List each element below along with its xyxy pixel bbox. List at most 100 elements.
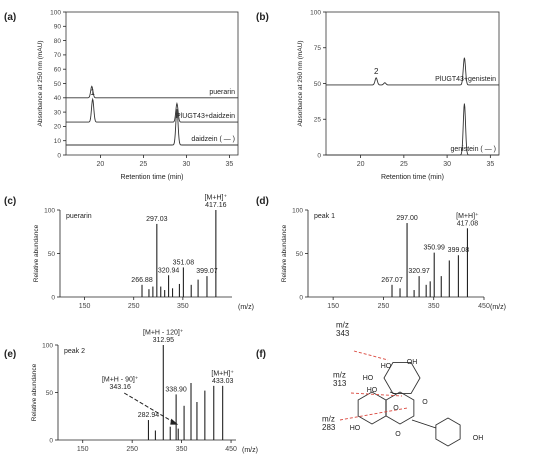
ring-a [357, 391, 387, 425]
fragment-cleavage [353, 350, 389, 361]
y-tick-label: 100 [292, 207, 303, 214]
bond-bc [411, 419, 437, 429]
panel-label-c: (c) [4, 196, 16, 207]
y-tick-label: 0 [51, 294, 55, 301]
y-tick-label: 50 [46, 390, 54, 397]
panel-label-b: (b) [256, 12, 269, 23]
peak-annotation: 282.94 [138, 412, 160, 419]
y-axis-label: Absorbance at 250 nm (mAU) [37, 41, 44, 127]
spectrum-title: peak 1 [314, 213, 335, 220]
x-tick-label: 350 [176, 446, 188, 453]
y-tick-label: 90 [54, 24, 62, 31]
x-tick-label: 250 [126, 446, 138, 453]
trace-a-1 [66, 97, 238, 123]
fragment-label: m/z 313 [333, 371, 347, 388]
peak-annotation: 297.03 [146, 216, 168, 223]
y-tick-label: 10 [54, 138, 62, 145]
spectrum-e: 0 50 100 150 250 350 450 (m/z) Relative abundanc… [31, 329, 258, 454]
atom-label: HO [367, 387, 378, 394]
y-tick-label: 25 [314, 117, 322, 124]
trace-b-0 [326, 57, 499, 86]
peak-annotation: 399.08 [448, 247, 470, 254]
x-tick-label: 35 [226, 161, 234, 168]
y-axis-label: Relative abundance [31, 363, 38, 421]
y-tick-label: 75 [314, 45, 322, 52]
x-tick-label: 35 [486, 161, 494, 168]
x-tick-label: 25 [400, 161, 408, 168]
x-tick-label: 450 [478, 303, 490, 310]
y-tick-label: 60 [54, 67, 62, 74]
spectrum-title: peak 2 [64, 348, 85, 355]
bond-glu [389, 391, 397, 395]
y-tick-label: 0 [57, 152, 61, 159]
fragment-annotation: [M+H - 90]⁺ 343.16 [102, 376, 139, 391]
peak-annotation: [M+H]⁺ 417.08 [456, 212, 479, 227]
x-axis-label: Retention time (min) [381, 174, 444, 181]
peak-annotation: [M+H]⁺ 433.03 [211, 370, 234, 385]
y-tick-label: 40 [54, 95, 62, 102]
y-tick-label: 100 [310, 9, 321, 16]
atom-label: O [395, 431, 401, 438]
y-tick-label: 20 [54, 124, 62, 131]
y-axis-label: Absorbance at 260 nm (mAU) [297, 41, 304, 127]
peak-annotation: 338.90 [165, 386, 187, 393]
x-tick-label: 250 [128, 303, 140, 310]
y-tick-label: 100 [44, 207, 55, 214]
y-tick-label: 0 [317, 152, 321, 159]
y-axis-label: Relative abundance [281, 224, 288, 282]
trace-label: PlUGT43+genistein [435, 76, 496, 83]
peak-annotation: 350.99 [424, 245, 446, 252]
fragment-cleavage [350, 392, 403, 397]
atom-label: O [422, 399, 428, 406]
x-tick-label: 30 [443, 161, 451, 168]
trace-label: PlUGT43+daidzein [176, 113, 235, 120]
x-axis-label: (m/z) [238, 304, 254, 311]
chromatogram-a: 0 10 20 30 40 50 60 70 80 90 100 20 25 30 35 Retention … [37, 9, 239, 181]
atom-label: HO [381, 363, 392, 370]
plot-frame [325, 11, 500, 156]
y-tick-label: 100 [42, 342, 53, 349]
y-tick-label: 50 [54, 81, 62, 88]
y-axis-label: Relative abundance [33, 224, 40, 282]
atom-label: OH [407, 359, 418, 366]
peak-annotation: 320.94 [158, 267, 180, 274]
y-tick-label: 30 [54, 109, 62, 116]
y-tick-label: 80 [54, 38, 62, 45]
fragment-label: m/z 283 [322, 415, 336, 432]
y-tick-label: 50 [48, 251, 56, 258]
spectrum-c: 0 50 100 150 250 350 (m/z) Relative abundance pu… [33, 194, 254, 311]
atom-label: HO [350, 425, 361, 432]
x-tick-label: 350 [177, 303, 189, 310]
x-axis-label: Retention time (min) [120, 174, 183, 181]
x-tick-label: 450 [225, 446, 237, 453]
peak-label: 1 [90, 88, 95, 97]
arrow-head [170, 418, 179, 425]
chromatogram-b: 0 25 50 75 100 20 25 30 35 Retention time (min) Ab… [297, 9, 500, 181]
ring-c [385, 391, 415, 425]
y-tick-label: 0 [49, 437, 53, 444]
x-tick-label: 150 [77, 446, 89, 453]
x-axis-label: (m/z) [242, 447, 258, 454]
glucose-ring [383, 361, 421, 395]
fragment-arrow [123, 392, 175, 424]
peak-label: 2 [374, 67, 379, 76]
x-tick-label: 25 [140, 161, 148, 168]
peak-annotation: 266.88 [131, 277, 153, 284]
peak-annotation: 320.97 [408, 268, 430, 275]
y-tick-label: 100 [50, 9, 61, 16]
atom-label: HO [363, 375, 374, 382]
panel-label-f: (f) [256, 349, 266, 360]
peak-annotation: 267.07 [381, 277, 403, 284]
trace-label: daidzein ( — ) [191, 136, 235, 143]
trace-a-2 [66, 109, 238, 146]
y-tick-label: 0 [299, 294, 303, 301]
x-tick-label: 150 [79, 303, 91, 310]
trace-a-0 [66, 85, 238, 99]
panel-label-d: (d) [256, 196, 269, 207]
spectrum-d: 0 50 100 150 250 350 450 (m/z) Relative abundanc… [281, 207, 506, 311]
trace-label: puerarin [209, 89, 235, 96]
peak-annotation: [M+H - 120]⁺ 312.95 [143, 329, 184, 344]
trace-b-1 [326, 103, 499, 156]
ring-b [435, 417, 461, 447]
